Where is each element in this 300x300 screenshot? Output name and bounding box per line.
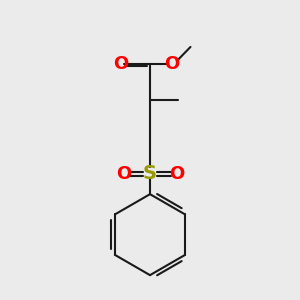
Text: O: O (113, 55, 128, 73)
Text: O: O (164, 55, 180, 73)
Text: O: O (116, 165, 131, 183)
Text: S: S (143, 164, 157, 183)
Text: O: O (169, 165, 184, 183)
